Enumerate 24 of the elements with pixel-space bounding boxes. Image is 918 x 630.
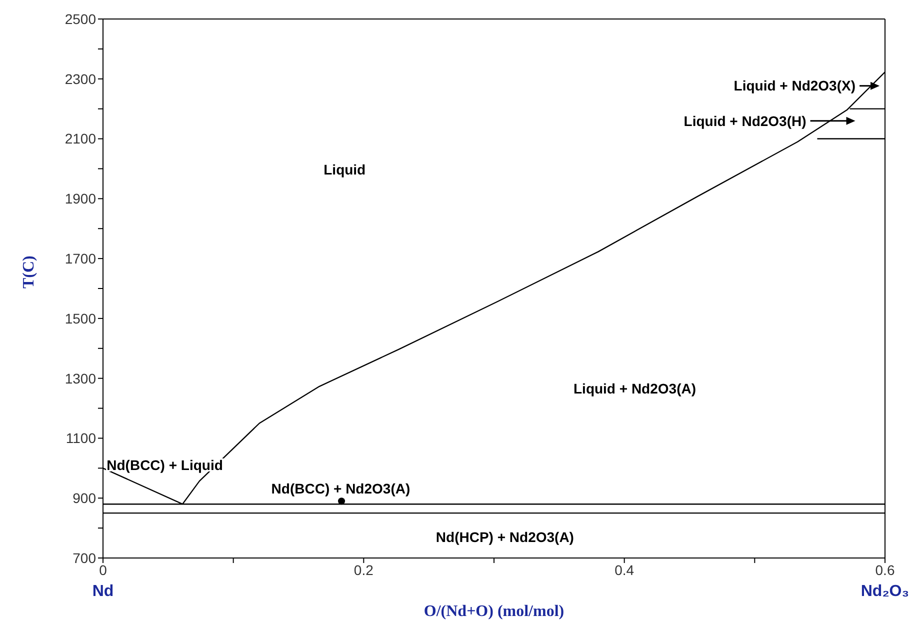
annotation: Liquid [324,161,366,178]
x-tick-label: 0.6 [875,562,895,578]
annotation: Liquid + Nd2O3(A) [574,380,696,397]
annotation: Nd(BCC) + Nd2O3(A) [271,480,410,496]
y-tick-label: 900 [72,490,96,506]
y-tick-label: 700 [72,550,96,566]
text: Nd [92,582,114,600]
annotation: Nd(HCP) + Nd2O3(A) [436,528,574,545]
y-tick-label: 1100 [66,430,96,446]
y-tick-label: 1300 [64,370,96,386]
x-tick-label: 0.4 [614,562,634,578]
x-tick-label: 0 [99,562,108,578]
y-tick-label: 2100 [64,130,96,147]
y-tick-label: 1700 [64,250,96,267]
text: Nd₂O₃ [860,582,910,600]
y-tick-label: 2500 [64,10,96,27]
annotation: Liquid + Nd2O3(X) [734,78,856,94]
y-axis-title: T(C) [20,256,38,288]
annotation: Liquid + Nd2O3(H) [684,112,806,129]
y-tick-label: 1500 [64,310,96,326]
y-tick-label: 1900 [64,190,96,207]
x-axis-title: O/(Nd+O) (mol/mol) [424,603,564,620]
x-tick-label: 0.2 [354,562,374,578]
y-tick-label: 2300 [64,70,96,87]
